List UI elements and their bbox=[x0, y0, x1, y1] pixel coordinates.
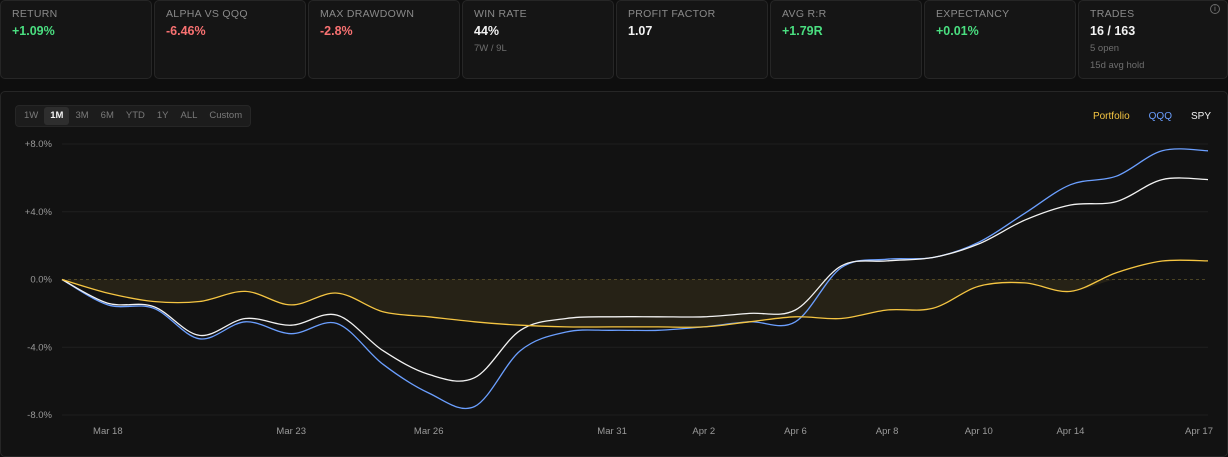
stat-value-expectancy: +0.01% bbox=[936, 24, 979, 38]
x-tick-label: Apr 17 bbox=[1185, 426, 1213, 437]
series-line-portfolio bbox=[61, 259, 1209, 328]
x-tick-label: Apr 14 bbox=[1056, 426, 1084, 437]
range-tab-3m[interactable]: 3M bbox=[75, 110, 89, 121]
stat-label-max-drawdown: MAX DRAWDOWN bbox=[320, 8, 415, 20]
performance-chart: +8.0% +4.0% 0.0% -4.0% -8.0% Mar 18 Mar 23 Mar … bbox=[25, 139, 1213, 437]
stat-card-expectancy: EXPECTANCY +0.01% bbox=[924, 0, 1076, 79]
range-tab-ytd[interactable]: YTD bbox=[125, 110, 145, 121]
stat-sub-trades: 5 open bbox=[1090, 43, 1120, 54]
stat-card-return: RETURN +1.09% bbox=[0, 0, 152, 79]
portfolio-drawdown-area bbox=[62, 278, 1208, 328]
x-tick-label: Apr 6 bbox=[784, 426, 807, 437]
series-line-spy bbox=[61, 177, 1209, 382]
x-tick-label: Mar 31 bbox=[597, 426, 627, 437]
stat-label-profit-factor: PROFIT FACTOR bbox=[628, 8, 716, 20]
y-tick-label: 0.0% bbox=[30, 275, 52, 286]
range-tab-6m[interactable]: 6M bbox=[100, 110, 114, 121]
info-icon[interactable]: i bbox=[1210, 4, 1220, 14]
stat-card-trades: TRADES 16 / 163 5 open 15d avg hold i bbox=[1078, 0, 1228, 79]
stat-value-avg-rr: +1.79R bbox=[782, 24, 823, 38]
chart-panel: 1W 1M 3M 6M YTD 1Y ALL Custom Portfolio QQQ SPY bbox=[0, 91, 1228, 457]
y-tick-label: -4.0% bbox=[27, 342, 52, 353]
stat-label-avg-rr: AVG R:R bbox=[782, 8, 827, 20]
stat-label-return: RETURN bbox=[12, 8, 58, 20]
range-tabs: 1W 1M 3M 6M YTD 1Y ALL Custom bbox=[15, 105, 252, 127]
x-tick-label: Apr 2 bbox=[692, 426, 715, 437]
stat-card-win-rate: WIN RATE 44% 7W / 9L bbox=[462, 0, 614, 79]
x-tick-label: Mar 26 bbox=[414, 426, 444, 437]
stat-value-return: +1.09% bbox=[12, 24, 55, 38]
chart-legend: Portfolio QQQ SPY bbox=[1093, 111, 1211, 122]
range-tab-all[interactable]: ALL bbox=[180, 110, 198, 121]
range-tab-1y[interactable]: 1Y bbox=[156, 110, 169, 121]
y-tick-label: +4.0% bbox=[25, 207, 53, 218]
legend-item-portfolio[interactable]: Portfolio bbox=[1092, 111, 1130, 122]
stat-label-trades: TRADES bbox=[1090, 8, 1135, 20]
stat-card-avg-rr: AVG R:R +1.79R bbox=[770, 0, 922, 79]
y-tick-label: -8.0% bbox=[27, 410, 52, 421]
stat-label-win-rate: WIN RATE bbox=[474, 8, 527, 20]
range-tab-1m[interactable]: 1M bbox=[44, 107, 70, 125]
legend-item-qqq[interactable]: QQQ bbox=[1148, 111, 1172, 122]
stat-card-profit-factor: PROFIT FACTOR 1.07 bbox=[616, 0, 768, 79]
range-tab-1w[interactable]: 1W bbox=[24, 110, 39, 121]
x-tick-label: Apr 10 bbox=[965, 426, 993, 437]
stat-value-win-rate: 44% bbox=[474, 24, 500, 38]
stat-label-expectancy: EXPECTANCY bbox=[936, 8, 1010, 20]
stat-value-trades: 16 / 163 bbox=[1090, 24, 1136, 38]
range-tab-custom[interactable]: Custom bbox=[209, 110, 243, 121]
stat-value-profit-factor: 1.07 bbox=[628, 24, 653, 38]
x-tick-label: Apr 8 bbox=[876, 426, 899, 437]
stat-label-alpha: ALPHA VS QQQ bbox=[166, 8, 248, 20]
x-tick-label: Mar 18 bbox=[93, 426, 123, 437]
y-tick-label: +8.0% bbox=[25, 139, 53, 150]
legend-item-spy[interactable]: SPY bbox=[1190, 111, 1211, 122]
stat-value-max-drawdown: -2.8% bbox=[320, 24, 353, 38]
stat-value-alpha: -6.46% bbox=[166, 24, 206, 38]
stat-sub-trades: 15d avg hold bbox=[1090, 60, 1145, 71]
stats-bar: RETURN +1.09% ALPHA VS QQQ -6.46% MAX DRAWDO… bbox=[0, 0, 1228, 79]
stat-sub-win-rate: 7W / 9L bbox=[474, 43, 507, 54]
x-tick-label: Mar 23 bbox=[276, 426, 306, 437]
stat-card-max-drawdown: MAX DRAWDOWN -2.8% bbox=[308, 0, 460, 79]
stat-card-alpha: ALPHA VS QQQ -6.46% bbox=[154, 0, 306, 79]
series-line-qqq bbox=[61, 148, 1209, 410]
